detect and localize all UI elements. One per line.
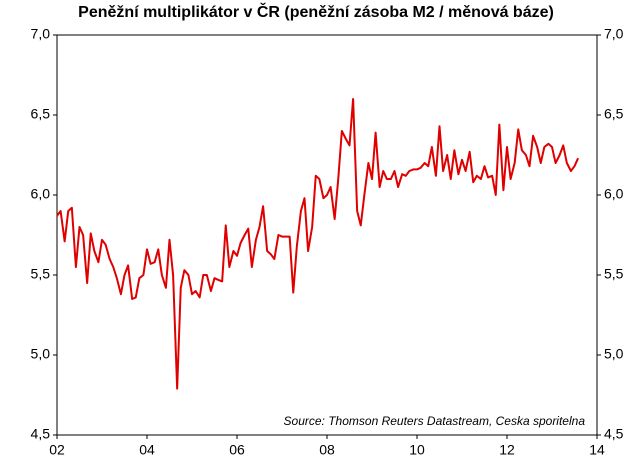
y-tick-label-right: 6,0 xyxy=(604,186,624,202)
source-note: Source: Thomson Reuters Datastream, Cesk… xyxy=(284,414,586,428)
x-tick-label: 02 xyxy=(49,442,65,458)
x-tick-label: 12 xyxy=(499,442,515,458)
y-tick-label-right: 5,5 xyxy=(604,266,624,282)
y-tick-label-right: 7,0 xyxy=(604,26,624,42)
x-tick-label: 10 xyxy=(409,442,425,458)
y-tick-label-right: 5,0 xyxy=(604,346,624,362)
x-tick-label: 04 xyxy=(139,442,155,458)
x-tick-label: 08 xyxy=(319,442,335,458)
y-tick-label: 6,5 xyxy=(31,106,51,122)
x-tick-label: 06 xyxy=(229,442,245,458)
data-line xyxy=(56,98,580,390)
y-tick-label: 7,0 xyxy=(31,26,51,42)
y-tick-label: 5,0 xyxy=(31,346,51,362)
x-tick-label: 14 xyxy=(589,442,605,458)
plot-frame xyxy=(56,34,598,436)
y-tick-label: 4,5 xyxy=(31,426,51,442)
y-tick-label: 5,5 xyxy=(31,266,51,282)
y-tick-label-right: 4,5 xyxy=(604,426,624,442)
y-tick-label-right: 6,5 xyxy=(604,106,624,122)
y-tick-label: 6,0 xyxy=(31,186,51,202)
chart-title: Peněžní multiplikátor v ČR (peněžní záso… xyxy=(78,2,554,21)
